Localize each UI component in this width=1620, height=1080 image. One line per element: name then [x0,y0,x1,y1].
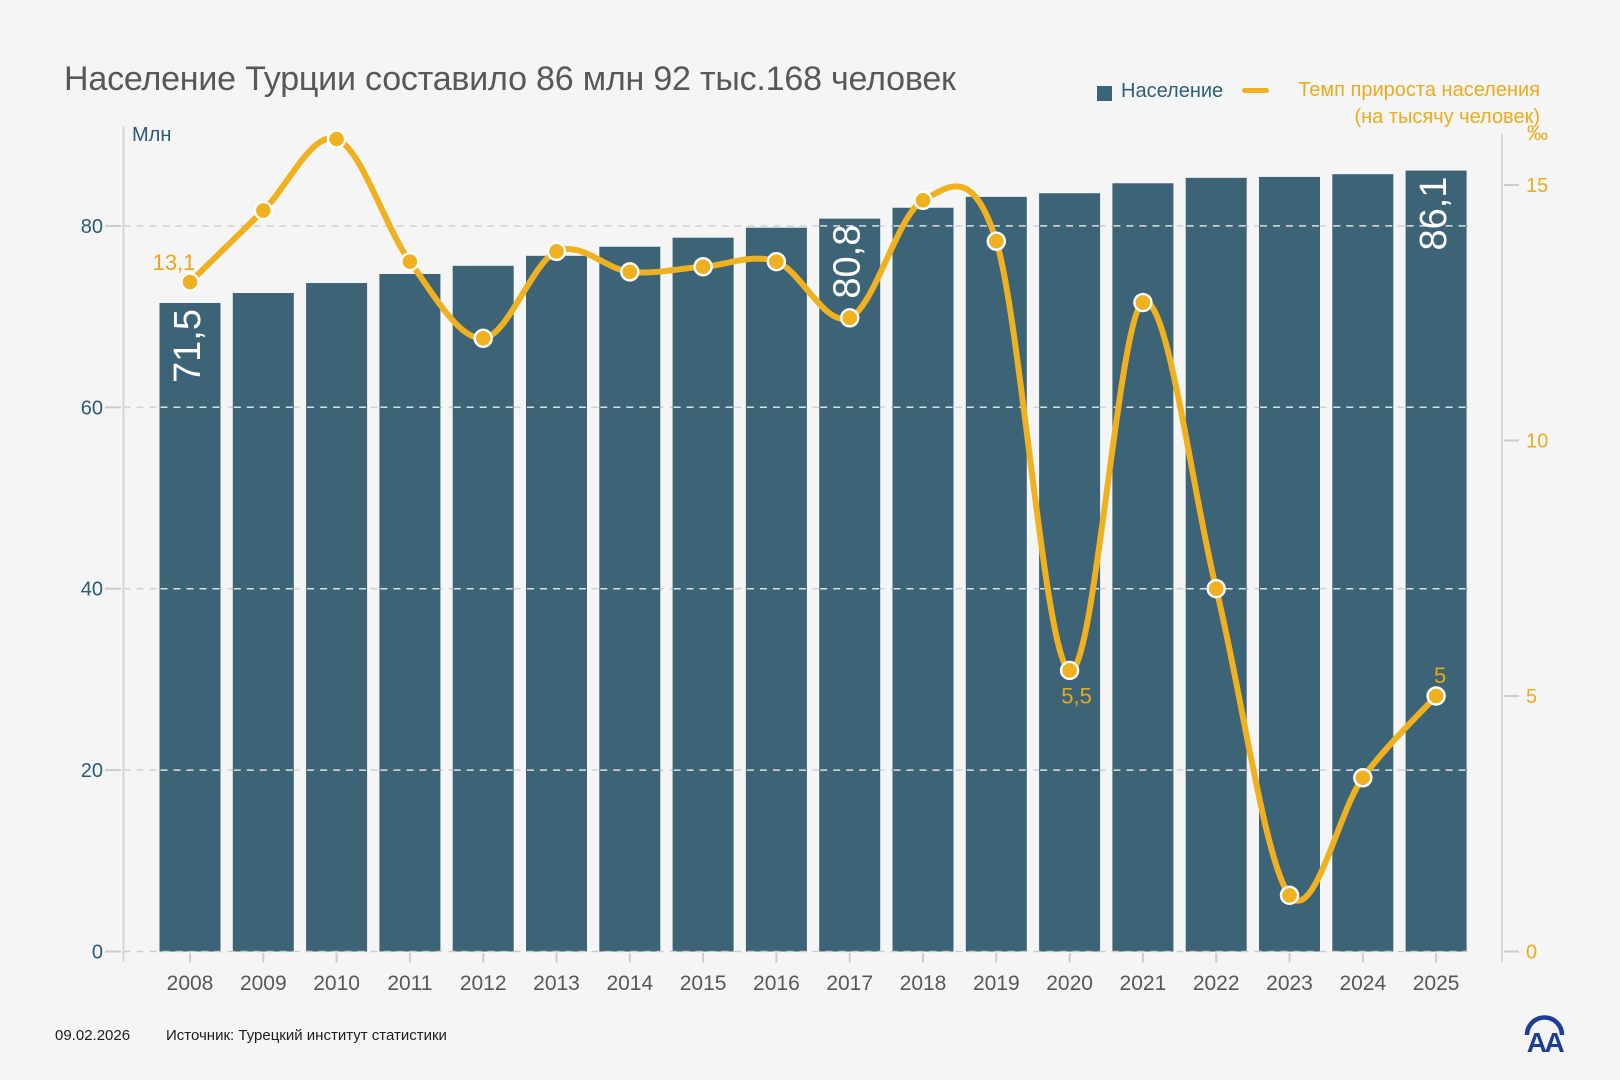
x-label-2008: 2008 [167,972,214,995]
point-2015 [693,257,713,277]
legend-growth-line-swatch [1242,88,1269,93]
bar-2023 [1259,176,1320,952]
point-2008 [180,272,200,292]
x-label-2021: 2021 [1120,972,1167,995]
point-2014 [620,262,640,282]
right-tick-label-5: 5 [1526,686,1537,708]
chart-title: Население Турции составило 86 млн 92 тыс… [64,60,956,98]
bar-2025 [1405,170,1467,952]
x-label-2025: 2025 [1413,972,1460,995]
bar-label-2017: 80,8 [827,225,869,299]
x-label-2017: 2017 [826,972,873,995]
left-axis-unit-label: Млн [132,124,172,146]
point-2023 [1279,885,1300,905]
bar-label-2025: 86,1 [1413,177,1455,251]
left-tick-label-0: 0 [92,942,103,964]
bar-2019 [965,196,1027,952]
bar-2008 [159,302,221,952]
bar-2024 [1332,174,1394,952]
growth-rate-line [187,135,1440,904]
legend-growth-line1: Темп прироста населения [1298,79,1540,101]
bar-2020 [1039,193,1101,952]
point-label-2020: 5,5 [1061,683,1092,708]
point-2010 [326,129,347,149]
x-label-2022: 2022 [1193,972,1240,995]
x-label-2009: 2009 [240,972,287,995]
point-label-2025: 5 [1434,663,1446,688]
bar-2017 [819,218,881,952]
point-label-2008: 13,1 [153,250,196,275]
x-label-2023: 2023 [1266,972,1313,995]
footer-source: Источник: Турецкий институт статистики [166,1027,447,1044]
logo-arc [1524,1015,1565,1036]
bar-2015 [672,237,734,952]
left-tick-label-80: 80 [81,216,103,238]
point-2017 [840,308,860,328]
bar-label-2008: 71,5 [167,309,209,383]
bar-2022 [1185,177,1247,952]
right-tick-label-0: 0 [1526,942,1537,964]
left-tick-label-20: 20 [81,760,103,782]
x-label-2012: 2012 [460,972,507,995]
legend-population-swatch [1097,86,1112,101]
bar-2016 [745,227,807,952]
point-2022 [1206,578,1226,599]
x-label-2015: 2015 [680,972,727,995]
bar-2014 [599,246,661,952]
x-label-2020: 2020 [1046,972,1093,995]
x-label-2019: 2019 [973,972,1020,995]
point-2019 [986,231,1006,251]
right-tick-label-10: 10 [1526,431,1548,453]
x-label-2011: 2011 [387,972,432,995]
footer-date: 09.02.2026 [55,1027,131,1044]
point-2016 [766,251,787,272]
point-2012 [473,328,493,348]
bar-2009 [232,293,294,952]
x-label-2016: 2016 [753,972,800,995]
logo-text: AA [1527,1027,1565,1056]
bar-2010 [306,283,368,952]
point-2020 [1059,660,1080,681]
point-2025 [1426,686,1446,706]
point-2024 [1353,768,1373,788]
right-axis-unit-label: ‰ [1527,122,1548,145]
x-label-2013: 2013 [533,972,580,995]
bar-2011 [379,273,441,952]
point-2013 [546,241,567,262]
x-label-2024: 2024 [1339,972,1386,995]
legend-growth-line2: (на тысячу человек) [1354,106,1540,128]
left-tick-label-40: 40 [81,579,103,601]
point-2018 [913,190,933,211]
point-2021 [1133,292,1153,313]
anadolu-agency-logo: AA [1524,1015,1567,1056]
legend-growth-label: Темп прироста населения (на тысячу челов… [1080,77,1540,131]
x-label-2010: 2010 [313,972,360,995]
legend-population-label: Население [1121,80,1224,102]
point-2009 [253,200,273,221]
x-label-2018: 2018 [900,972,947,995]
right-tick-label-15: 15 [1526,175,1548,197]
left-tick-label-60: 60 [81,397,103,419]
bar-2018 [892,207,954,952]
point-2011 [400,251,420,272]
bar-2012 [452,265,514,952]
x-label-2014: 2014 [606,972,653,995]
bar-2013 [526,255,587,952]
